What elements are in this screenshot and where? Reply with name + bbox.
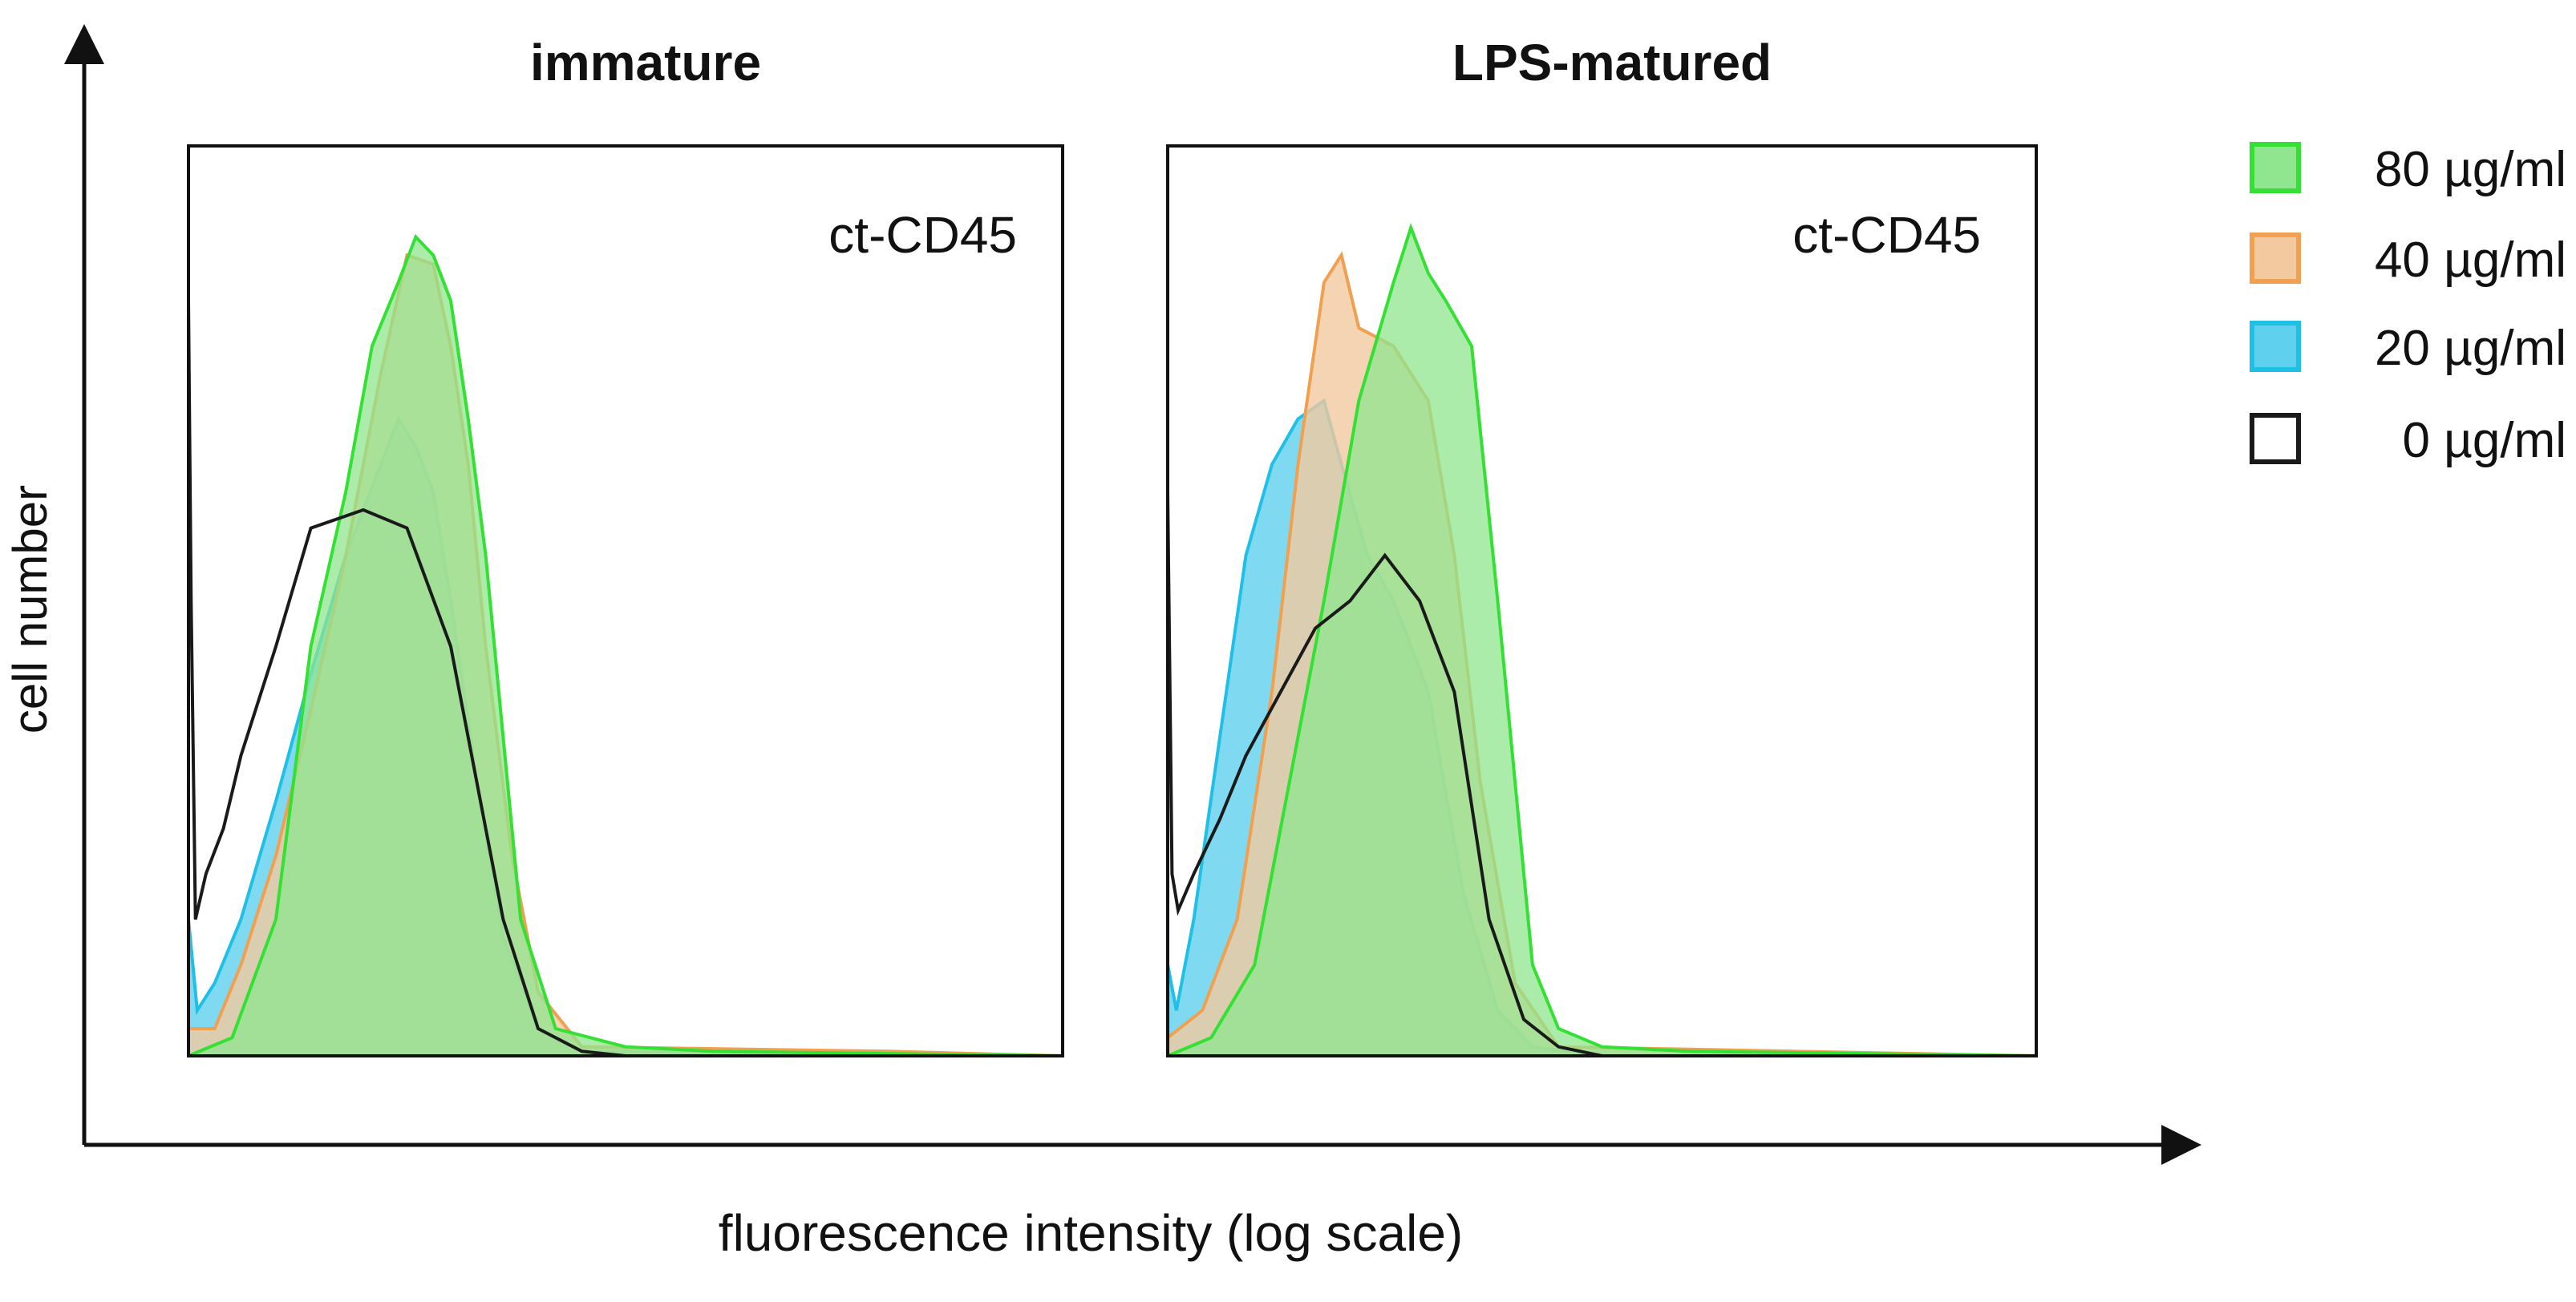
panel-lps-matured: LPS-matured ct-CD45: [1166, 34, 2038, 1057]
y-axis-label: cell number: [3, 485, 57, 734]
legend-swatch: [2250, 413, 2301, 464]
legend-swatch: [2250, 321, 2301, 372]
panel-immature: immature ct-CD45: [187, 34, 1064, 1057]
marker-label: ct-CD45: [828, 206, 1017, 264]
legend-entry: 0 µg/ml: [2250, 413, 2566, 468]
series-80-g-ml-histogram: [188, 233, 1063, 1057]
legend-entry: 40 µg/ml: [2250, 232, 2566, 288]
legend-entry: 80 µg/ml: [2250, 142, 2566, 197]
legend-label: 80 µg/ml: [2375, 142, 2566, 197]
panel-title: immature: [530, 34, 761, 91]
legend-label: 40 µg/ml: [2375, 232, 2566, 288]
x-axis-label: fluorescence intensity (log scale): [719, 1204, 1463, 1262]
legend-label: 20 µg/ml: [2375, 321, 2566, 376]
marker-label: ct-CD45: [1792, 206, 1981, 264]
panel-frame: [1166, 144, 2038, 1057]
legend-swatch: [2250, 142, 2301, 193]
series-0-g-ml-histogram: [1166, 491, 2036, 1057]
series-80-g-ml-histogram: [1167, 223, 2037, 1057]
legend-entry: 20 µg/ml: [2250, 321, 2566, 376]
legend-label: 0 µg/ml: [2402, 413, 2566, 468]
panel-frame: [187, 144, 1064, 1057]
panel-title: LPS-matured: [1452, 34, 1772, 91]
legend-swatch: [2250, 232, 2301, 284]
series-0-g-ml-histogram: [187, 300, 1063, 1057]
legend: 80 µg/ml 40 µg/ml 20 µg/ml 0 µg/ml: [2250, 142, 2566, 468]
